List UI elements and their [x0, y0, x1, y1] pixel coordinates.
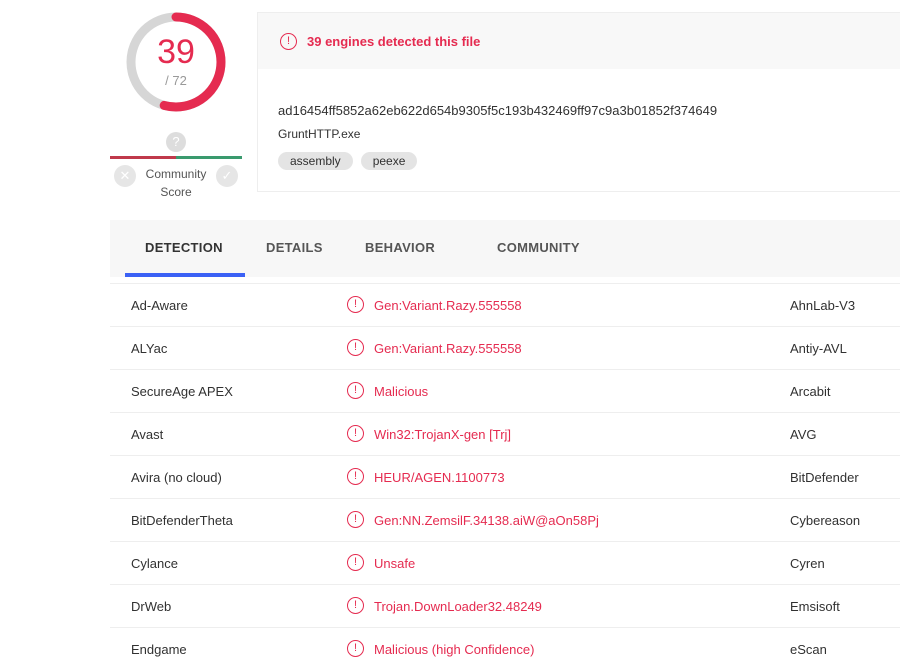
engine-name: AVG	[790, 427, 817, 442]
file-hash[interactable]: ad16454ff5852a62eb622d654b9305f5c193b432…	[278, 103, 718, 118]
malicious-icon: !	[347, 511, 364, 528]
tab-bar: DETECTION DETAILS BEHAVIOR COMMUNITY	[110, 220, 900, 277]
tag[interactable]: assembly	[278, 152, 353, 170]
detection-result: Gen:Variant.Razy.555558	[374, 298, 522, 313]
detection-result: HEUR/AGEN.1100773	[374, 470, 505, 485]
table-row: Cylance ! Unsafe Cyren	[110, 541, 900, 584]
tab-detection[interactable]: DETECTION	[145, 240, 223, 255]
tab-details[interactable]: DETAILS	[266, 240, 323, 255]
tag[interactable]: peexe	[360, 152, 418, 170]
community-score-label: Community Score	[145, 167, 207, 199]
table-row: BitDefenderTheta ! Gen:NN.ZemsilF.34138.…	[110, 498, 900, 541]
engine-name: Emsisoft	[790, 599, 840, 614]
table-row: DrWeb ! Trojan.DownLoader32.48249 Emsiso…	[110, 584, 900, 627]
engine-name: DrWeb	[131, 599, 172, 614]
engine-name: ALYac	[131, 341, 168, 356]
engine-name: Avira (no cloud)	[131, 470, 222, 485]
detected-count: 39	[157, 33, 195, 71]
engine-name: Cybereason	[790, 513, 861, 528]
alert-icon: !	[280, 32, 297, 50]
engine-name: Cylance	[131, 556, 178, 571]
malicious-icon: !	[347, 597, 364, 614]
detection-gauge	[126, 12, 226, 112]
engine-name: Avast	[131, 427, 164, 442]
file-summary-card: ! 39 engines detected this file	[257, 12, 900, 192]
engine-name: Cyren	[790, 556, 825, 571]
community-bar-negative	[110, 156, 176, 159]
engine-name: BitDefender	[790, 470, 859, 485]
tab-behavior[interactable]: BEHAVIOR	[365, 240, 436, 255]
vote-harmful-button[interactable]: ✕	[114, 165, 136, 187]
malicious-icon: !	[347, 554, 364, 571]
question-icon: ?	[166, 132, 186, 152]
alert-text: 39 engines detected this file	[307, 33, 481, 49]
engine-name: Arcabit	[790, 384, 831, 399]
malicious-icon: !	[347, 296, 364, 313]
malicious-icon: !	[347, 339, 364, 356]
tag-list: assembly peexe	[278, 152, 418, 170]
detection-result: Unsafe	[374, 556, 416, 571]
table-row: SecureAge APEX ! Malicious Arcabit	[110, 369, 900, 412]
engine-name: eScan	[790, 642, 827, 657]
engine-name: AhnLab-V3	[790, 298, 856, 313]
detection-table: Ad-Aware ! Gen:Variant.Razy.555558 AhnLa…	[110, 283, 900, 670]
engine-name: BitDefenderTheta	[131, 513, 233, 528]
malicious-icon: !	[347, 640, 364, 657]
table-row: Ad-Aware ! Gen:Variant.Razy.555558 AhnLa…	[110, 283, 900, 326]
detection-result: Win32:TrojanX-gen [Trj]	[374, 427, 512, 442]
vote-harmless-button[interactable]: ✓	[216, 165, 238, 187]
detection-alert: ! 39 engines detected this file	[258, 13, 900, 69]
table-row: Avast ! Win32:TrojanX-gen [Trj] AVG	[110, 412, 900, 455]
table-row: Endgame ! Malicious (high Confidence) eS…	[110, 627, 900, 670]
community-bar-positive	[176, 156, 242, 159]
tab-community[interactable]: COMMUNITY	[497, 240, 580, 255]
detection-result: Gen:Variant.Razy.555558	[374, 341, 522, 356]
malicious-icon: !	[347, 425, 364, 442]
engine-name: SecureAge APEX	[131, 384, 233, 399]
file-name: GruntHTTP.exe	[278, 127, 361, 141]
table-row: ALYac ! Gen:Variant.Razy.555558 Antiy-AV…	[110, 326, 900, 369]
total-engines: / 72	[165, 73, 187, 88]
malicious-icon: !	[347, 468, 364, 485]
engine-name: Endgame	[131, 642, 187, 657]
engine-name: Antiy-AVL	[790, 341, 847, 356]
detection-result: Gen:NN.ZemsilF.34138.aiW@aOn58Pj	[374, 513, 599, 528]
engine-name: Ad-Aware	[131, 298, 188, 313]
malicious-icon: !	[347, 382, 364, 399]
detection-result: Malicious	[374, 384, 429, 399]
active-tab-indicator	[125, 273, 245, 277]
detection-result: Malicious (high Confidence)	[374, 642, 535, 657]
table-row: Avira (no cloud) ! HEUR/AGEN.1100773 Bit…	[110, 455, 900, 498]
detection-result: Trojan.DownLoader32.48249	[374, 599, 542, 614]
